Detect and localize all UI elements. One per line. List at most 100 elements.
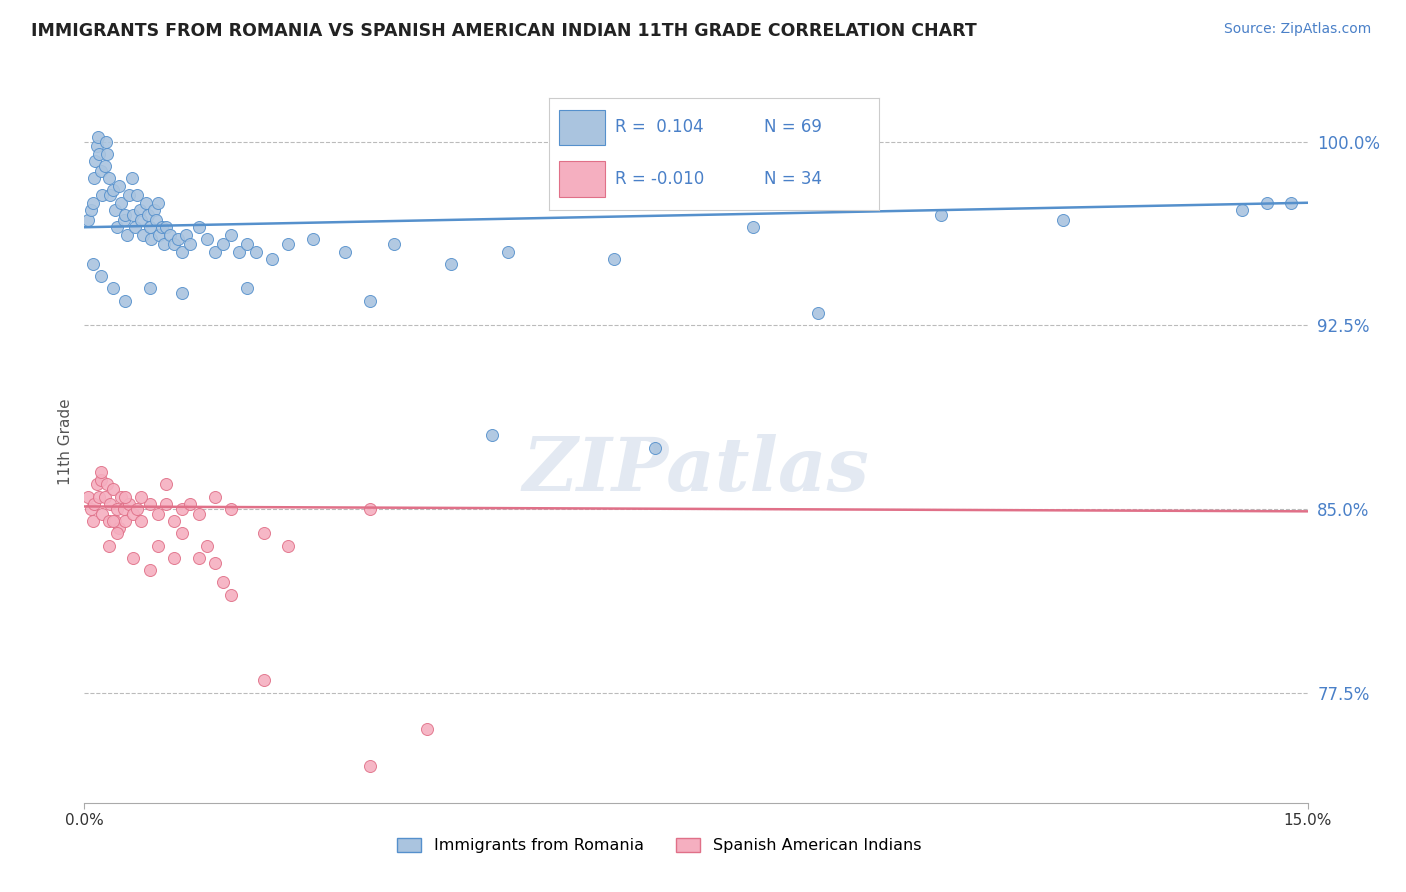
Point (150, 220, 173, 235)
Point (1232, 203, 1254, 218)
Point (382, 237, 405, 252)
Point (155, 220, 177, 235)
Point (146, 539, 169, 553)
Point (236, 237, 259, 252)
Point (301, 232, 323, 246)
Point (148, 227, 170, 242)
Point (80, 502, 103, 516)
Point (253, 673, 276, 688)
Point (101, 483, 124, 497)
Point (91, 188, 114, 202)
Point (101, 281, 124, 295)
Point (86, 477, 108, 491)
Point (101, 184, 124, 198)
Point (96, 135, 118, 149)
Point (112, 502, 135, 516)
Point (97, 171, 120, 186)
Point (195, 232, 218, 246)
Point (359, 293, 381, 308)
Point (77, 490, 100, 504)
Point (105, 220, 128, 235)
Point (90, 465, 112, 479)
Point (807, 306, 830, 320)
Point (100, 497, 122, 511)
Point (179, 237, 201, 252)
Point (105, 526, 128, 541)
Point (159, 227, 181, 242)
Point (644, 441, 666, 455)
Point (929, 208, 952, 222)
Point (212, 237, 235, 252)
Point (105, 502, 128, 516)
Point (163, 514, 186, 528)
Point (153, 237, 176, 252)
Point (127, 502, 149, 516)
Point (172, 526, 194, 541)
Point (498, 244, 520, 259)
Text: Source: ZipAtlas.com: Source: ZipAtlas.com (1223, 22, 1371, 37)
Point (128, 203, 150, 218)
Point (138, 220, 160, 235)
Point (163, 550, 186, 565)
Point (236, 281, 259, 295)
Point (114, 514, 136, 528)
Point (115, 227, 138, 242)
Point (204, 556, 226, 570)
Point (96, 146, 118, 161)
Point (1256, 195, 1278, 210)
Point (146, 507, 169, 521)
Point (204, 244, 226, 259)
Point (90, 164, 112, 178)
Point (83, 171, 105, 186)
Point (219, 588, 242, 602)
Point (132, 227, 155, 242)
Point (104, 514, 127, 528)
Point (277, 539, 299, 553)
Point (122, 208, 145, 222)
Point (101, 514, 124, 528)
Point (82, 195, 104, 210)
Point (131, 490, 153, 504)
Point (131, 514, 153, 528)
Point (107, 178, 129, 193)
Point (86, 139, 108, 153)
Point (359, 759, 381, 773)
Point (122, 507, 145, 521)
Point (138, 497, 160, 511)
Point (138, 281, 160, 295)
Point (107, 521, 129, 535)
Point (172, 502, 194, 516)
Point (100, 188, 122, 202)
Point (114, 490, 136, 504)
Point (97, 539, 120, 553)
Point (1052, 213, 1074, 227)
Point (87, 490, 110, 504)
Point (87, 129, 110, 144)
Point (87, 146, 110, 161)
Point (155, 477, 177, 491)
Point (93, 159, 115, 173)
Point (82, 514, 104, 528)
Point (228, 244, 250, 259)
Point (219, 502, 242, 516)
Point (84, 154, 107, 169)
Point (172, 244, 194, 259)
Y-axis label: 11th Grade: 11th Grade (58, 398, 73, 485)
Point (114, 293, 136, 308)
Point (277, 237, 299, 252)
Point (359, 502, 381, 516)
Point (104, 203, 127, 218)
Legend: Immigrants from Romania, Spanish American Indians: Immigrants from Romania, Spanish America… (391, 831, 928, 860)
Point (136, 208, 159, 222)
Point (82, 257, 104, 271)
Point (118, 188, 141, 202)
Point (77, 213, 100, 227)
Point (135, 195, 157, 210)
Point (219, 227, 242, 242)
Point (90, 269, 112, 284)
Point (122, 550, 145, 565)
Point (83, 497, 105, 511)
Point (742, 220, 765, 235)
Point (187, 507, 209, 521)
Point (97, 514, 120, 528)
